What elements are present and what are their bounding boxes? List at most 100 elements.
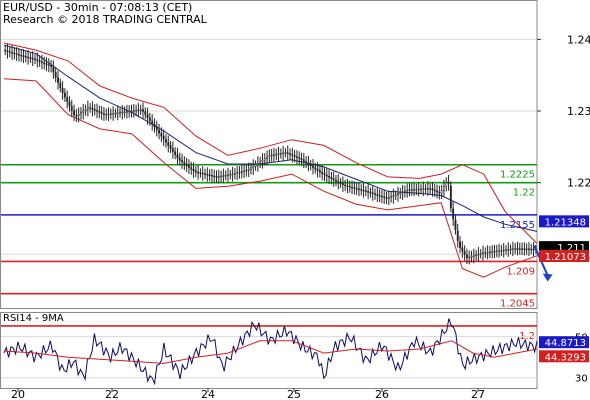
level-label-1.2045: 1.2045 [500,299,535,310]
candle-body [169,145,172,149]
candle-body [305,161,308,164]
time-tick-label: 27 [471,388,485,400]
candle-body [291,154,294,156]
candle-body [468,256,471,259]
candle-body [116,112,119,114]
candle-body [298,157,301,159]
candle-body [119,112,121,114]
price-marker-bg [539,250,589,263]
candle-body [148,117,151,121]
candle-body [22,55,25,57]
candle-body [247,169,250,171]
candlesticks [4,43,537,265]
candle-body [378,195,381,197]
candle-body [348,186,351,188]
candle-body [316,168,319,171]
candle-body [429,188,432,190]
candle-body [96,110,98,112]
candle-body [346,185,349,187]
candle-body [422,188,425,190]
candle-body [470,256,473,258]
rsi-marker-label: 44.8713 [545,338,586,349]
price-tick-label: 1.22 [567,177,590,190]
candle-body [245,170,248,172]
price-marker-bg [539,215,589,228]
time-tick-label: 20 [11,388,25,400]
chart-title: EUR/USD - 30min - 07:08:13 (CET) [3,1,193,14]
candle-body [151,120,154,124]
candle-body [488,251,491,253]
candle-body [183,161,186,165]
candle-body [199,172,202,174]
candle-body [454,219,457,231]
candle-body [38,60,41,62]
candle-body [238,171,241,174]
candle-body [465,254,468,259]
candle-body [325,174,328,177]
candle-body [105,114,108,116]
candle-body [109,113,112,115]
candle-body [43,62,46,64]
candle-body [330,177,333,179]
candle-body [424,188,427,190]
candle-body [192,168,195,172]
candle-body [197,171,200,174]
candle-body [93,109,96,111]
candle-body [293,155,296,157]
candle-body [353,187,356,189]
candle-body [309,164,312,167]
candle-body [123,111,126,113]
time-tick-label: 24 [201,388,215,400]
candle-body [201,172,204,175]
candle-body [130,110,133,113]
candle-body [525,248,528,250]
candle-body [125,111,128,113]
candle-body [337,180,340,183]
candle-body [332,178,335,181]
candle-body [495,250,498,253]
candle-body [20,54,23,57]
candle-body [36,59,39,61]
candle-body [40,61,43,63]
candle-body [383,196,386,198]
candle-body [279,153,282,155]
candle-body [224,174,227,177]
candle-body [406,189,409,192]
candle-body [63,92,66,98]
price-tick-label: 1.23 [567,105,590,118]
candle-body [66,97,69,102]
candle-body [142,109,144,112]
candle-body [463,251,466,255]
price-panel-frame [0,0,538,309]
candle-body [59,82,62,88]
candle-body [449,185,452,209]
candle-body [530,248,533,251]
candle-body [252,166,255,169]
bollinger-bands [3,42,538,278]
candle-body [502,249,505,252]
candle-body [282,152,285,155]
candle-body [4,49,7,52]
candle-body [447,181,450,184]
candle-body [107,113,110,116]
candle-body [114,112,117,115]
candle-body [328,176,331,178]
candle-body [174,151,177,155]
candle-body [452,208,455,220]
candle-body [302,159,305,162]
candle-body [89,107,92,109]
candle-body [374,193,376,195]
candle-body [505,249,507,251]
candle-body [307,162,310,165]
candle-body [86,107,89,110]
candle-body [394,194,397,196]
candle-body [436,190,439,193]
candle-body [420,188,422,191]
candle-body [17,54,20,56]
candle-body [440,190,443,194]
candle-body [275,153,278,156]
candle-body [84,109,87,112]
candle-body [390,196,393,198]
